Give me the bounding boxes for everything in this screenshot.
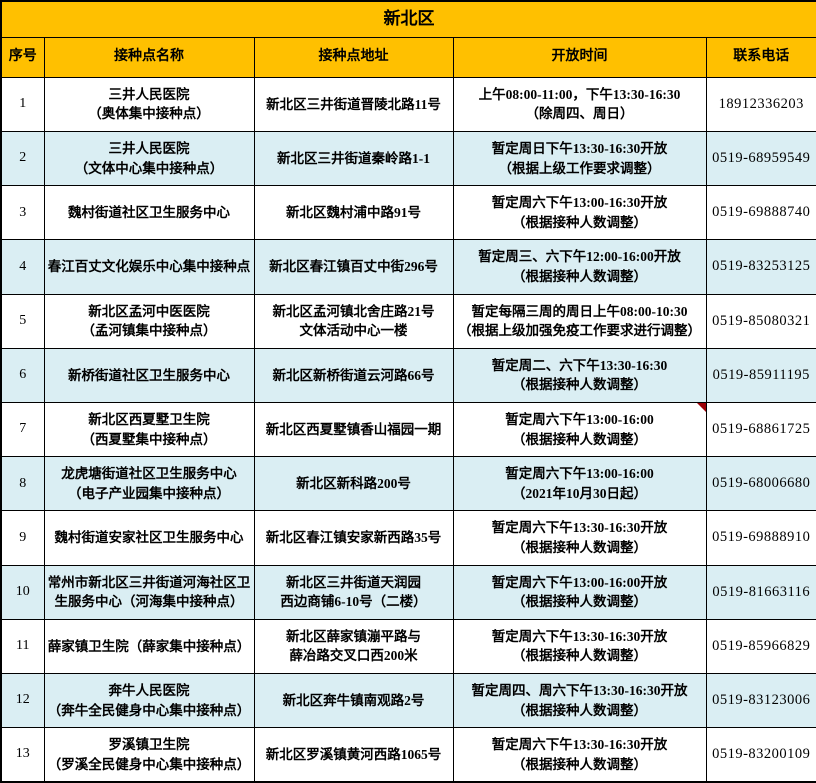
opening-hours: 上午08:00-11:00，下午13:30-16:30 （除周四、周日） bbox=[452, 76, 707, 132]
contact-phone: 0519-68861725 bbox=[705, 401, 816, 458]
site-address: 新北区罗溪镇黄河西路1065号 bbox=[253, 727, 454, 783]
opening-hours: 暂定周六下午13:30-16:30开放 （根据接种人数调整） bbox=[452, 618, 707, 675]
site-name: 龙虎塘街道社区卫生服务中心 （电子产业园集中接种点） bbox=[43, 456, 255, 512]
contact-phone: 0519-83253125 bbox=[705, 239, 816, 295]
row-number: 10 bbox=[0, 564, 45, 620]
col-header-hours: 开放时间 bbox=[452, 36, 707, 78]
table-row: 11 薛家镇卫生院（薛家集中接种点） 新北区薛家镇漰平路与 薛冶路交叉口西200… bbox=[0, 618, 816, 675]
contact-phone: 0519-85966829 bbox=[705, 618, 816, 675]
table-row: 6 新桥街道社区卫生服务中心 新北区新桥街道云河路66号 暂定周二、六下午13:… bbox=[0, 347, 816, 403]
table-row: 3 魏村街道社区卫生服务中心 新北区魏村浦中路91号 暂定周六下午13:00-1… bbox=[0, 185, 816, 241]
site-name: 薛家镇卫生院（薛家集中接种点） bbox=[43, 618, 255, 675]
contact-phone: 18912336203 bbox=[705, 76, 816, 132]
table-row: 2 三井人民医院 （文体中心集中接种点） 新北区三井街道秦岭路1-1 暂定周日下… bbox=[0, 130, 816, 187]
row-number: 3 bbox=[0, 185, 45, 241]
row-number: 8 bbox=[0, 456, 45, 512]
site-name: 常州市新北区三井街道河海社区卫 生服务中心（河海集中接种点） bbox=[43, 564, 255, 620]
opening-hours: 暂定每隔三周的周日上午08:00-10:30 （根据上级加强免疫工作要求进行调整… bbox=[452, 293, 707, 349]
comment-marker-icon bbox=[696, 403, 705, 412]
contact-phone: 0519-81663116 bbox=[705, 564, 816, 620]
contact-phone: 0519-68006680 bbox=[705, 456, 816, 512]
opening-hours-text: 暂定周六下午13:00-16:00 （根据接种人数调整） bbox=[505, 412, 654, 447]
table-row: 12 奔牛人民医院 （奔牛全民健身中心集中接种点） 新北区奔牛镇南观路2号 暂定… bbox=[0, 672, 816, 729]
contact-phone: 0519-85080321 bbox=[705, 293, 816, 349]
contact-phone: 0519-85911195 bbox=[705, 347, 816, 403]
opening-hours: 暂定周四、周六下午13:30-16:30开放 （根据接种人数调整） bbox=[452, 672, 707, 729]
row-number: 12 bbox=[0, 672, 45, 729]
site-name: 新北区西夏墅卫生院 （西夏墅集中接种点） bbox=[43, 401, 255, 458]
contact-phone: 0519-69888740 bbox=[705, 185, 816, 241]
col-header-name: 接种点名称 bbox=[43, 36, 255, 78]
site-name: 三井人民医院 （奥体集中接种点） bbox=[43, 76, 255, 132]
site-name: 魏村街道社区卫生服务中心 bbox=[43, 185, 255, 241]
site-address: 新北区西夏墅镇香山福园一期 bbox=[253, 401, 454, 458]
opening-hours: 暂定周六下午13:30-16:30开放 （根据接种人数调整） bbox=[452, 510, 707, 566]
contact-phone: 0519-68959549 bbox=[705, 130, 816, 187]
site-address: 新北区春江镇安家新西路35号 bbox=[253, 510, 454, 566]
opening-hours: 暂定周二、六下午13:30-16:30 （根据接种人数调整） bbox=[452, 347, 707, 403]
table-row: 13 罗溪镇卫生院 （罗溪全民健身中心集中接种点） 新北区罗溪镇黄河西路1065… bbox=[0, 727, 816, 783]
table-row: 9 魏村街道安家社区卫生服务中心 新北区春江镇安家新西路35号 暂定周六下午13… bbox=[0, 510, 816, 566]
contact-phone: 0519-69888910 bbox=[705, 510, 816, 566]
opening-hours: 暂定周日下午13:30-16:30开放 （根据上级工作要求调整） bbox=[452, 130, 707, 187]
row-number: 13 bbox=[0, 727, 45, 783]
row-number: 6 bbox=[0, 347, 45, 403]
site-address: 新北区春江镇百丈中街296号 bbox=[253, 239, 454, 295]
table-title-row: 新北区 bbox=[0, 0, 816, 38]
row-number: 4 bbox=[0, 239, 45, 295]
site-name: 罗溪镇卫生院 （罗溪全民健身中心集中接种点） bbox=[43, 727, 255, 783]
table-row: 4 春江百丈文化娱乐中心集中接种点 新北区春江镇百丈中街296号 暂定周三、六下… bbox=[0, 239, 816, 295]
site-name: 新北区孟河中医医院 （孟河镇集中接种点） bbox=[43, 293, 255, 349]
site-address: 新北区魏村浦中路91号 bbox=[253, 185, 454, 241]
site-name: 三井人民医院 （文体中心集中接种点） bbox=[43, 130, 255, 187]
row-number: 9 bbox=[0, 510, 45, 566]
row-number: 11 bbox=[0, 618, 45, 675]
site-address: 新北区三井街道秦岭路1-1 bbox=[253, 130, 454, 187]
table-row: 5 新北区孟河中医医院 （孟河镇集中接种点） 新北区孟河镇北舍庄路21号 文体活… bbox=[0, 293, 816, 349]
site-address: 新北区新科路200号 bbox=[253, 456, 454, 512]
row-number: 5 bbox=[0, 293, 45, 349]
site-address: 新北区奔牛镇南观路2号 bbox=[253, 672, 454, 729]
col-header-address: 接种点地址 bbox=[253, 36, 454, 78]
table-header-row: 序号 接种点名称 接种点地址 开放时间 联系电话 bbox=[0, 36, 816, 78]
row-number: 7 bbox=[0, 401, 45, 458]
table-row: 7 新北区西夏墅卫生院 （西夏墅集中接种点） 新北区西夏墅镇香山福园一期 暂定周… bbox=[0, 401, 816, 458]
opening-hours: 暂定周六下午13:30-16:30开放 （根据接种人数调整） bbox=[452, 727, 707, 783]
site-name: 新桥街道社区卫生服务中心 bbox=[43, 347, 255, 403]
district-title: 新北区 bbox=[0, 0, 816, 38]
site-address: 新北区孟河镇北舍庄路21号 文体活动中心一楼 bbox=[253, 293, 454, 349]
table-row: 10 常州市新北区三井街道河海社区卫 生服务中心（河海集中接种点） 新北区三井街… bbox=[0, 564, 816, 620]
site-address: 新北区三井街道晋陵北路11号 bbox=[253, 76, 454, 132]
contact-phone: 0519-83200109 bbox=[705, 727, 816, 783]
opening-hours: 暂定周三、六下午12:00-16:00开放 （根据接种人数调整） bbox=[452, 239, 707, 295]
opening-hours: 暂定周六下午13:00-16:00 （2021年10月30日起） bbox=[452, 456, 707, 512]
table-row: 8 龙虎塘街道社区卫生服务中心 （电子产业园集中接种点） 新北区新科路200号 … bbox=[0, 456, 816, 512]
opening-hours: 暂定周六下午13:00-16:00开放 （根据接种人数调整） bbox=[452, 564, 707, 620]
row-number: 1 bbox=[0, 76, 45, 132]
col-header-phone: 联系电话 bbox=[705, 36, 816, 78]
col-header-no: 序号 bbox=[0, 36, 45, 78]
opening-hours: 暂定周六下午13:00-16:00 （根据接种人数调整） bbox=[452, 401, 707, 458]
site-name: 魏村街道安家社区卫生服务中心 bbox=[43, 510, 255, 566]
site-name: 春江百丈文化娱乐中心集中接种点 bbox=[43, 239, 255, 295]
site-address: 新北区薛家镇漰平路与 薛冶路交叉口西200米 bbox=[253, 618, 454, 675]
site-name: 奔牛人民医院 （奔牛全民健身中心集中接种点） bbox=[43, 672, 255, 729]
row-number: 2 bbox=[0, 130, 45, 187]
table-row: 1 三井人民医院 （奥体集中接种点） 新北区三井街道晋陵北路11号 上午08:0… bbox=[0, 76, 816, 132]
site-address: 新北区新桥街道云河路66号 bbox=[253, 347, 454, 403]
opening-hours: 暂定周六下午13:00-16:30开放 （根据接种人数调整） bbox=[452, 185, 707, 241]
contact-phone: 0519-83123006 bbox=[705, 672, 816, 729]
site-address: 新北区三井街道天润园 西边商铺6-10号（二楼） bbox=[253, 564, 454, 620]
